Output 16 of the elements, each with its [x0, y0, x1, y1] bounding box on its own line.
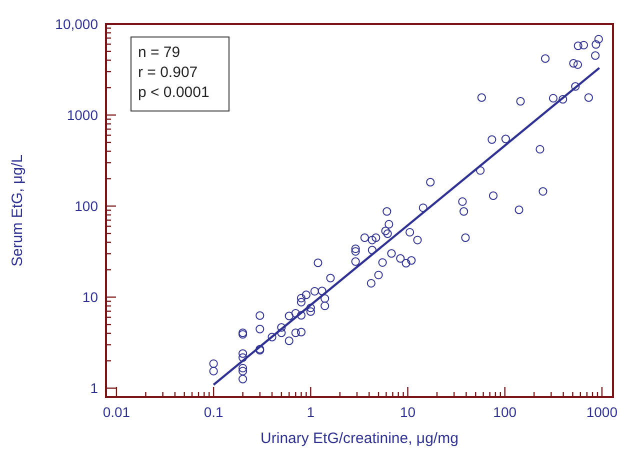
x-tick-label: 1 [306, 404, 315, 420]
y-tick-label: 10 [82, 289, 98, 306]
annotation: n = 79 [138, 44, 180, 61]
x-tick-label: 1000 [586, 404, 618, 420]
y-tick-label: 1000 [66, 107, 98, 124]
y-tick-label: 1 [90, 380, 98, 396]
x-axis-title: Urinary EtG/creatinine, μg/mg [260, 430, 458, 447]
x-tick-label: 0.1 [204, 404, 224, 420]
x-tick-label: 100 [493, 404, 517, 420]
y-tick-label: 100 [74, 198, 98, 214]
x-tick-label: 0.01 [102, 404, 130, 420]
y-axis-title: Serum EtG, μg/L [9, 154, 26, 267]
x-tick-label: 10 [400, 404, 416, 420]
annotation: p < 0.0001 [138, 84, 210, 101]
annotation: r = 0.907 [138, 64, 198, 81]
y-tick-label: 10,000 [55, 16, 98, 32]
